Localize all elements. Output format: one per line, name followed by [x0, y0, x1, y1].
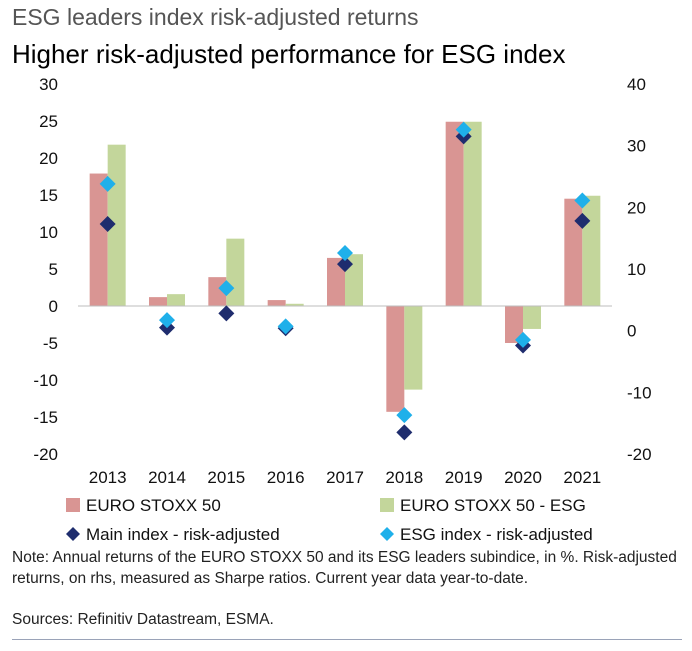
left-axis-tick-label: 0: [49, 297, 58, 316]
right-axis-tick-label: 10: [627, 260, 646, 279]
bottom-divider: [12, 639, 682, 640]
x-axis-tick-label: 2016: [267, 468, 305, 487]
right-axis-tick-label: 30: [627, 137, 646, 156]
x-axis-tick-label: 2019: [445, 468, 483, 487]
x-axis-tick-label: 2015: [207, 468, 245, 487]
x-axis-tick-label: 2018: [385, 468, 423, 487]
left-axis-tick-label: 20: [39, 149, 58, 168]
left-axis-tick-label: -15: [33, 408, 58, 427]
bar-euro-stoxx-50-esg-2015: [226, 238, 245, 306]
x-axis-tick-label: 2017: [326, 468, 364, 487]
marker-main-index-risk-adjusted-2017: [337, 256, 353, 273]
bar-euro-stoxx-50-2017: [327, 257, 345, 306]
marker-esg-index-risk-adjusted-2015: [218, 280, 235, 297]
marker-esg-index-risk-adjusted-2013: [99, 175, 116, 192]
bar-euro-stoxx-50-2021: [564, 198, 583, 306]
left-axis-tick-label: 30: [39, 75, 58, 94]
right-axis-tick-label: 40: [627, 75, 646, 94]
legend-swatch: [66, 527, 80, 541]
legend-label: EURO STOXX 50 - ESG: [400, 496, 586, 515]
right-axis-tick-label: 0: [627, 322, 636, 341]
x-axis-tick-label: 2020: [504, 468, 542, 487]
marker-esg-index-risk-adjusted-2021: [574, 192, 591, 209]
legend-swatch: [380, 498, 394, 512]
marker-main-index-risk-adjusted-2013: [99, 215, 116, 232]
bar-euro-stoxx-50-2013: [89, 173, 108, 306]
bar-euro-stoxx-50-esg-2019: [463, 121, 482, 307]
chart-title: ESG leaders index risk-adjusted returns: [12, 4, 419, 30]
left-axis-tick-label: 25: [39, 112, 58, 131]
bar-euro-stoxx-50-2020: [505, 306, 523, 343]
marker-main-index-risk-adjusted-2018: [396, 424, 413, 441]
marker-esg-index-risk-adjusted-2014: [159, 312, 175, 329]
legend-label: EURO STOXX 50: [86, 496, 221, 515]
x-axis-tick-label: 2014: [148, 468, 186, 487]
x-axis-tick-label: 2013: [89, 468, 127, 487]
left-axis-tick-label: -10: [33, 371, 58, 390]
legend-swatch: [380, 527, 394, 541]
bar-euro-stoxx-50-esg-2021: [582, 195, 601, 306]
chart-source: Sources: Refinitiv Datastream, ESMA.: [12, 611, 274, 628]
marker-main-index-risk-adjusted-2015: [218, 305, 235, 322]
chart-note: Note: Annual returns of the EURO STOXX 5…: [12, 549, 677, 587]
chart-area: 302520151050-5-10-15-20403020100-10-2020…: [33, 75, 652, 544]
left-axis-tick-label: 10: [39, 223, 58, 242]
marker-esg-index-risk-adjusted-2020: [515, 331, 531, 348]
bar-euro-stoxx-50-2016: [267, 300, 286, 306]
bar-euro-stoxx-50-2014: [149, 297, 167, 306]
marker-esg-index-risk-adjusted-2017: [337, 244, 353, 261]
bar-euro-stoxx-50-2019: [445, 121, 464, 307]
marker-esg-index-risk-adjusted-2016: [277, 318, 294, 335]
bar-euro-stoxx-50-esg-2020: [523, 306, 541, 329]
bar-euro-stoxx-50-2018: [386, 306, 405, 412]
marker-esg-index-risk-adjusted-2018: [396, 407, 413, 424]
legend-label: ESG index - risk-adjusted: [400, 525, 593, 544]
x-axis-tick-label: 2021: [563, 468, 601, 487]
right-axis-tick-label: -10: [627, 383, 652, 402]
legend-label: Main index - risk-adjusted: [86, 525, 280, 544]
left-axis-tick-label: 5: [49, 260, 58, 279]
right-axis-tick-label: -20: [627, 445, 652, 464]
bar-euro-stoxx-50-esg-2018: [404, 306, 423, 390]
bar-euro-stoxx-50-2015: [208, 277, 227, 306]
left-axis-tick-label: -20: [33, 445, 58, 464]
left-axis-tick-label: 15: [39, 186, 58, 205]
chart-subtitle: Higher risk-adjusted performance for ESG…: [12, 39, 566, 69]
legend-swatch: [66, 498, 80, 512]
right-axis-tick-label: 20: [627, 198, 646, 217]
marker-esg-index-risk-adjusted-2019: [455, 121, 472, 138]
left-axis-tick-label: -5: [43, 334, 58, 353]
bar-euro-stoxx-50-esg-2016: [285, 303, 304, 306]
marker-main-index-risk-adjusted-2021: [574, 212, 591, 229]
bar-euro-stoxx-50-esg-2014: [167, 294, 185, 306]
